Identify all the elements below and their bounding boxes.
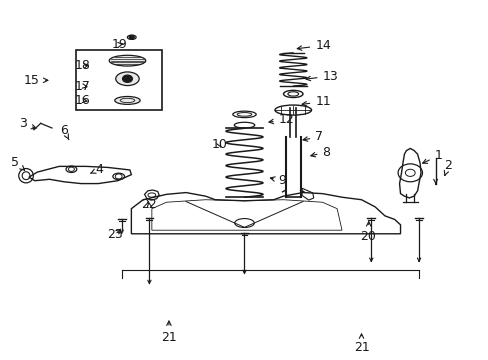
Text: 1: 1 (422, 149, 442, 163)
Text: 11: 11 (302, 95, 330, 108)
Text: 16: 16 (75, 94, 90, 107)
Ellipse shape (109, 55, 145, 66)
Circle shape (129, 36, 134, 39)
Text: 21: 21 (161, 321, 177, 343)
Text: 18: 18 (75, 59, 90, 72)
Text: 20: 20 (360, 222, 376, 243)
Text: 12: 12 (268, 113, 294, 126)
Text: 21: 21 (353, 334, 368, 354)
Text: 19: 19 (112, 38, 127, 51)
Text: 10: 10 (211, 138, 227, 150)
Text: 8: 8 (310, 145, 330, 158)
Text: 3: 3 (19, 117, 36, 130)
Text: 17: 17 (75, 80, 90, 93)
Ellipse shape (115, 96, 140, 104)
Text: 15: 15 (24, 74, 48, 87)
Bar (76, 50, 161, 110)
Text: 9: 9 (270, 174, 286, 187)
Text: 2: 2 (444, 159, 451, 175)
Text: 22: 22 (141, 198, 157, 211)
Circle shape (122, 75, 132, 82)
Text: 7: 7 (303, 130, 323, 144)
Text: 23: 23 (107, 228, 122, 241)
Text: 5: 5 (11, 156, 24, 170)
Ellipse shape (116, 72, 139, 86)
Text: 4: 4 (90, 163, 103, 176)
Text: 13: 13 (305, 69, 338, 82)
Text: 14: 14 (297, 39, 330, 52)
Text: 6: 6 (60, 124, 69, 140)
